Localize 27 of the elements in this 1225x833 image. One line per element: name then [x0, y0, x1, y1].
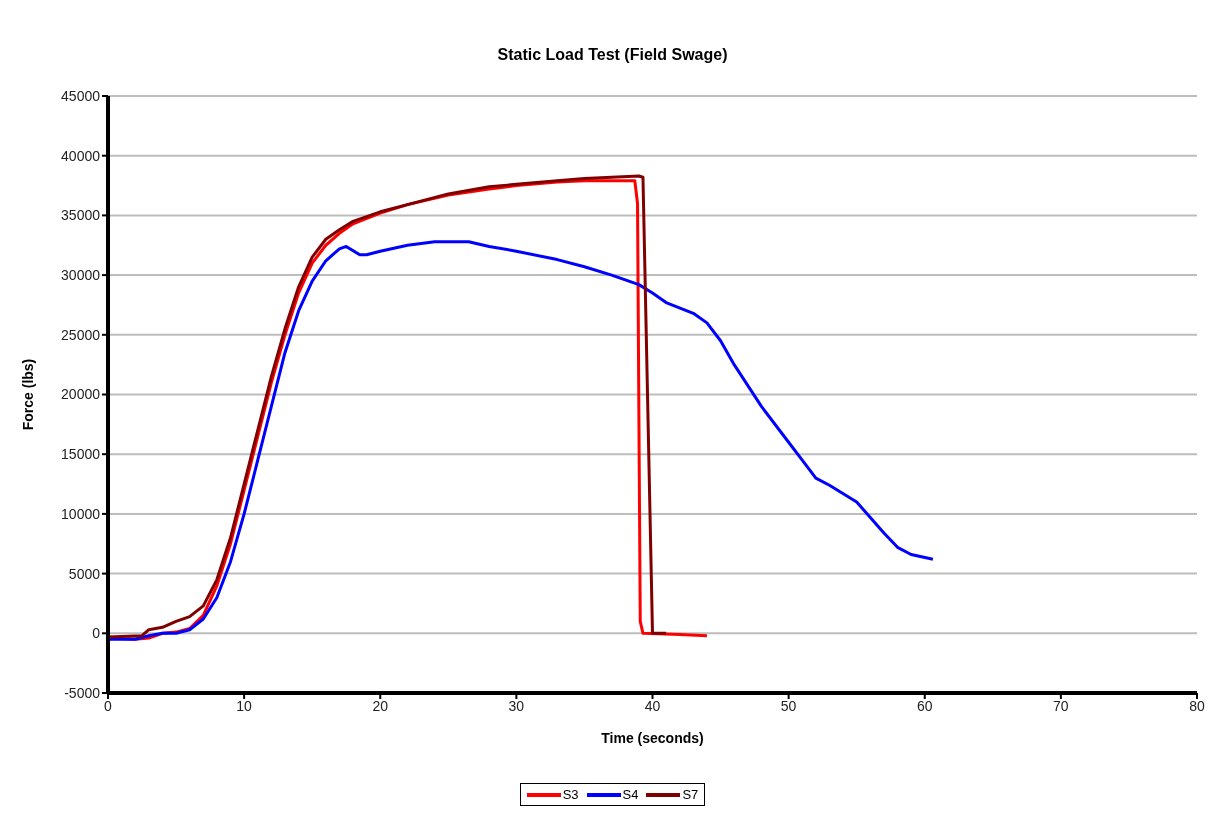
legend-label: S7	[681, 787, 699, 802]
x-axis-title: Time (seconds)	[601, 730, 704, 746]
x-tick-label: 40	[644, 697, 661, 714]
x-tick-label: 10	[236, 697, 253, 714]
y-axis-title: Force (lbs)	[19, 358, 36, 431]
x-tick-label: 50	[780, 697, 797, 714]
legend-label: S3	[561, 787, 579, 802]
chart-title: Static Load Test (Field Swage)	[496, 45, 729, 65]
y-tick-label: 20000	[61, 386, 101, 403]
x-tick-label: 20	[372, 697, 389, 714]
y-tick-label: 30000	[61, 267, 101, 284]
y-tick-label: 15000	[61, 446, 101, 463]
x-tick-label: 80	[1189, 697, 1205, 714]
legend-label: S4	[621, 787, 639, 802]
x-tick-label: 30	[508, 697, 525, 714]
y-tick-label: 35000	[61, 207, 101, 224]
y-tick-label: 10000	[61, 505, 101, 522]
x-tick-label: 0	[104, 697, 113, 714]
y-tick-label: 0	[92, 625, 101, 642]
y-tick-label: 45000	[61, 87, 101, 104]
x-tick-label: 60	[916, 697, 933, 714]
y-tick-label: 25000	[61, 326, 101, 343]
y-tick-label: 5000	[68, 565, 101, 582]
line-series	[108, 240, 935, 641]
y-tick-label: -5000	[64, 684, 101, 701]
y-tick-label: 40000	[61, 147, 101, 164]
x-tick-label: 70	[1053, 697, 1069, 714]
